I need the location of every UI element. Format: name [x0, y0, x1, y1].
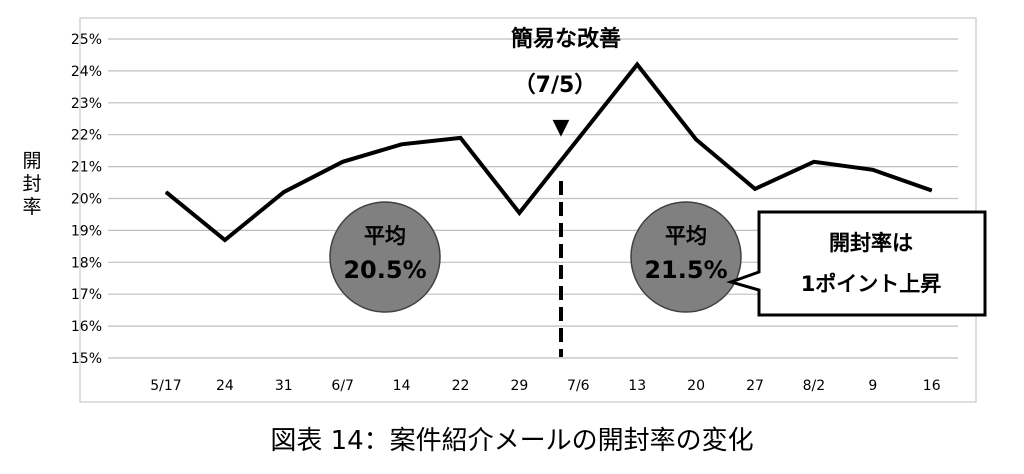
series-point [931, 190, 933, 192]
x-tick-label: 22 [452, 378, 470, 394]
x-tick-label: 31 [275, 378, 293, 394]
y-tick-label: 20% [71, 192, 102, 208]
x-tick-label: 29 [510, 378, 528, 394]
x-tick-label: 6/7 [331, 378, 354, 394]
y-tick-label: 15% [71, 351, 102, 367]
x-tick-label: 27 [746, 378, 764, 394]
series-point [283, 191, 285, 193]
x-tick-label: 16 [923, 378, 941, 394]
y-tick-label: 23% [71, 96, 102, 112]
series-point [460, 137, 461, 139]
y-tick-label: 18% [71, 255, 102, 271]
y-tick-label: 24% [71, 64, 102, 80]
x-tick-label: 24 [216, 378, 234, 394]
y-tick-label: 19% [71, 223, 102, 239]
y-tick-label: 17% [71, 287, 102, 303]
figure-caption: 図表 14：案件紹介メールの開封率の変化 [270, 426, 754, 456]
event-title: 簡易な改善 [511, 26, 621, 52]
series-point [518, 212, 520, 214]
series-point [872, 169, 874, 171]
y-tick-label: 25% [71, 32, 102, 48]
y-tick-label: 16% [71, 319, 102, 335]
callout-box [726, 210, 987, 317]
series-points [165, 64, 933, 241]
chart: 15% 16% 17% 18% 19% 20% 21% 22% 23% 24% 25% 5/17 24… [71, 17, 987, 403]
avg-before-label: 平均 [364, 224, 406, 248]
x-tick-label: 5/17 [150, 378, 181, 394]
avg-after-label: 平均 [665, 224, 707, 248]
y-axis-label: 開封率 [22, 150, 42, 218]
x-tick-label: 9 [868, 378, 877, 394]
event-date: （7/5） [514, 73, 597, 98]
callout-line2: 1ポイント上昇 [801, 272, 942, 296]
series-point [813, 161, 815, 163]
series-point [754, 188, 756, 190]
avg-after-circle [630, 201, 742, 313]
x-tick-label: 13 [628, 378, 646, 394]
x-tick-label: 14 [393, 378, 411, 394]
avg-after-value: 21.5% [644, 256, 727, 284]
series-point [401, 143, 403, 145]
grid-lines [108, 38, 958, 359]
series-point [224, 239, 226, 241]
event-marker-icon: ▼ [553, 115, 570, 140]
series-point [636, 64, 638, 66]
plot-frame [79, 17, 977, 403]
avg-before-value: 20.5% [343, 256, 426, 284]
callout-line1: 開封率は [829, 231, 913, 255]
y-tick-label: 21% [71, 160, 102, 176]
x-tick-label: 7/6 [567, 378, 590, 394]
avg-before-circle [329, 201, 441, 313]
x-tick-labels: 5/17 24 31 6/7 14 22 29 7/6 13 20 27 8/2 9 16 [150, 378, 940, 394]
series-point [165, 191, 167, 193]
series-point [695, 138, 697, 140]
series-point [342, 161, 344, 163]
x-tick-label: 8/2 [803, 378, 826, 394]
y-tick-labels: 15% 16% 17% 18% 19% 20% 21% 22% 23% 24% 25% [71, 32, 102, 367]
y-tick-label: 22% [71, 128, 102, 144]
x-tick-label: 20 [687, 378, 705, 394]
